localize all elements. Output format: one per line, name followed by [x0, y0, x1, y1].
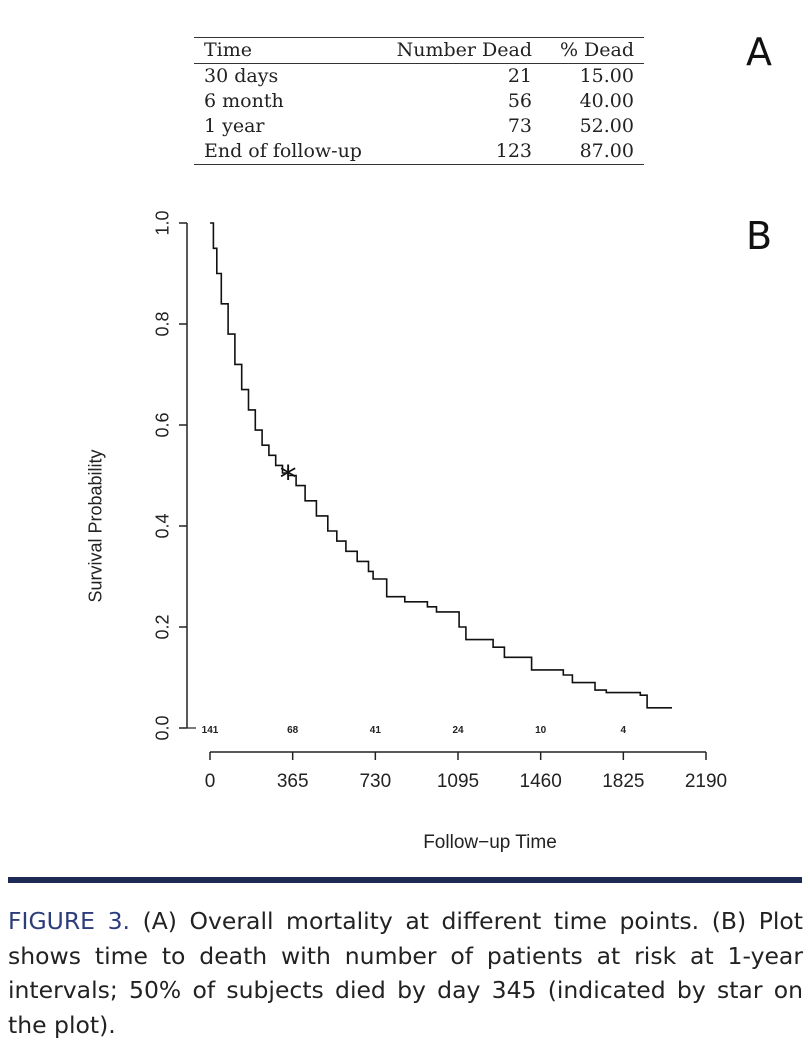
median-star-marker: * [280, 459, 297, 499]
x-tick-label: 0 [205, 771, 216, 792]
mortality-table: Time Number Dead % Dead 30 days 21 15.00… [194, 37, 644, 165]
table-cell: 73 [507, 115, 532, 137]
table-cell: 15.00 [579, 65, 634, 87]
table-cell: 1 year [204, 115, 265, 137]
caption-text: (A) Overall mortality at different time … [8, 907, 803, 1039]
table-row: 6 month 56 40.00 [194, 89, 644, 114]
y-tick-label: 1.0 [152, 210, 172, 235]
table-cell: 40.00 [579, 90, 634, 112]
y-axis-title: Survival Probability [85, 449, 105, 602]
caption-label: FIGURE 3. [8, 907, 131, 935]
x-tick-label: 1825 [602, 771, 644, 792]
table-cell: 30 days [204, 65, 279, 87]
x-tick-label: 2190 [685, 771, 727, 792]
y-tick-label: 0.4 [152, 513, 172, 538]
panel-label-b: B [746, 214, 773, 258]
at-risk-label: 4 [621, 725, 627, 736]
at-risk-label: 10 [535, 725, 547, 736]
table-cell: 56 [507, 90, 532, 112]
x-tick-label: 1460 [520, 771, 562, 792]
y-tick-label: 0.6 [152, 412, 172, 437]
table-cell: 52.00 [579, 115, 634, 137]
x-tick-label: 730 [359, 771, 391, 792]
caption-divider [8, 877, 802, 883]
chart-plot-area: 0.0 0.2 0.4 0.6 0.8 1.0 Survival Probability 0 3… [85, 210, 727, 853]
x-tick-label: 1095 [437, 771, 479, 792]
at-risk-label: 24 [452, 725, 464, 736]
figure-caption: FIGURE 3. (A) Overall mortality at diffe… [8, 904, 803, 1042]
table-row: End of follow-up 123 87.00 [194, 139, 644, 165]
table-header-row: Time Number Dead % Dead [194, 37, 644, 64]
x-axis-title: Follow−up Time [423, 832, 557, 853]
survival-chart: 0.0 0.2 0.4 0.6 0.8 1.0 Survival Probability 0 3… [85, 210, 727, 853]
at-risk-label: 41 [370, 725, 382, 736]
table-row: 30 days 21 15.00 [194, 64, 644, 90]
table-cell: 87.00 [542, 139, 644, 165]
table-row: 1 year 73 52.00 [194, 114, 644, 139]
table-cell: 123 [384, 139, 542, 165]
x-tick-label: 365 [277, 771, 309, 792]
y-tick-label: 0.8 [152, 311, 172, 336]
header-time: Time [194, 37, 384, 64]
table-cell: 21 [507, 65, 532, 87]
header-percent-dead: % Dead [542, 37, 644, 64]
panel-label-a: A [746, 30, 772, 74]
survival-curve [210, 222, 672, 709]
y-tick-label: 0.0 [152, 715, 172, 740]
at-risk-label: 68 [287, 725, 299, 736]
table-cell: End of follow-up [194, 139, 384, 165]
header-number-dead: Number Dead [384, 37, 542, 64]
table-cell: 6 month [204, 90, 284, 112]
y-tick-label: 0.2 [152, 614, 172, 639]
at-risk-label: 141 [202, 725, 219, 736]
